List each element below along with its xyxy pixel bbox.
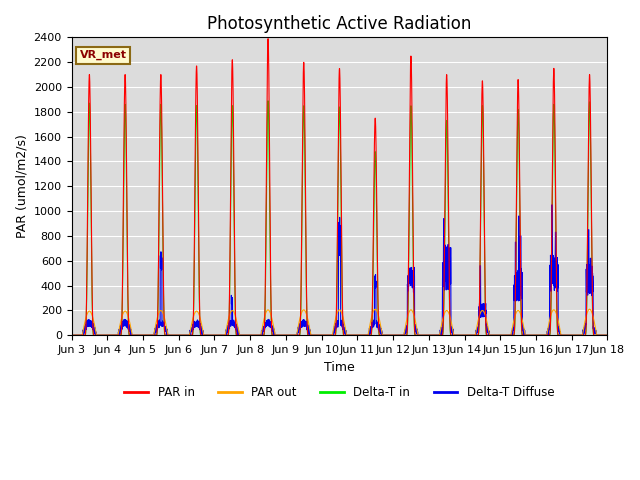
Legend: PAR in, PAR out, Delta-T in, Delta-T Diffuse: PAR in, PAR out, Delta-T in, Delta-T Dif… <box>120 382 559 404</box>
PAR in <box>603 333 611 338</box>
Y-axis label: PAR (umol/m2/s): PAR (umol/m2/s) <box>15 134 28 238</box>
Delta-T Diffuse <box>164 332 172 338</box>
Line: PAR out: PAR out <box>72 309 607 336</box>
Delta-T in <box>490 333 498 338</box>
Delta-T in <box>68 333 76 338</box>
PAR out <box>430 333 438 338</box>
PAR out <box>603 333 611 338</box>
PAR out <box>586 306 593 312</box>
Delta-T Diffuse <box>68 333 76 338</box>
PAR in <box>264 36 272 42</box>
PAR in <box>68 333 76 338</box>
Delta-T Diffuse <box>548 202 556 208</box>
PAR out <box>490 333 498 338</box>
PAR in <box>460 333 467 338</box>
Delta-T in <box>164 333 172 338</box>
PAR out <box>319 333 327 338</box>
PAR out <box>604 333 611 338</box>
Line: Delta-T in: Delta-T in <box>72 101 607 336</box>
PAR in <box>604 333 611 338</box>
PAR in <box>164 333 172 338</box>
X-axis label: Time: Time <box>324 360 355 373</box>
PAR in <box>490 333 498 338</box>
Title: Photosynthetic Active Radiation: Photosynthetic Active Radiation <box>207 15 472 33</box>
Delta-T Diffuse <box>430 333 438 338</box>
Delta-T Diffuse <box>603 333 611 338</box>
PAR out <box>68 333 76 338</box>
PAR out <box>164 332 172 337</box>
Delta-T in <box>430 333 438 338</box>
Delta-T in <box>603 333 611 338</box>
Delta-T in <box>604 333 611 338</box>
Text: VR_met: VR_met <box>79 50 127 60</box>
Delta-T in <box>460 333 467 338</box>
Line: PAR in: PAR in <box>72 39 607 336</box>
Delta-T in <box>319 333 327 338</box>
Delta-T Diffuse <box>490 333 498 338</box>
PAR out <box>460 333 467 338</box>
Line: Delta-T Diffuse: Delta-T Diffuse <box>72 205 607 336</box>
Delta-T in <box>264 98 272 104</box>
Delta-T Diffuse <box>319 333 327 338</box>
PAR in <box>319 333 327 338</box>
Delta-T Diffuse <box>460 333 467 338</box>
Delta-T Diffuse <box>604 333 611 338</box>
PAR in <box>430 333 438 338</box>
